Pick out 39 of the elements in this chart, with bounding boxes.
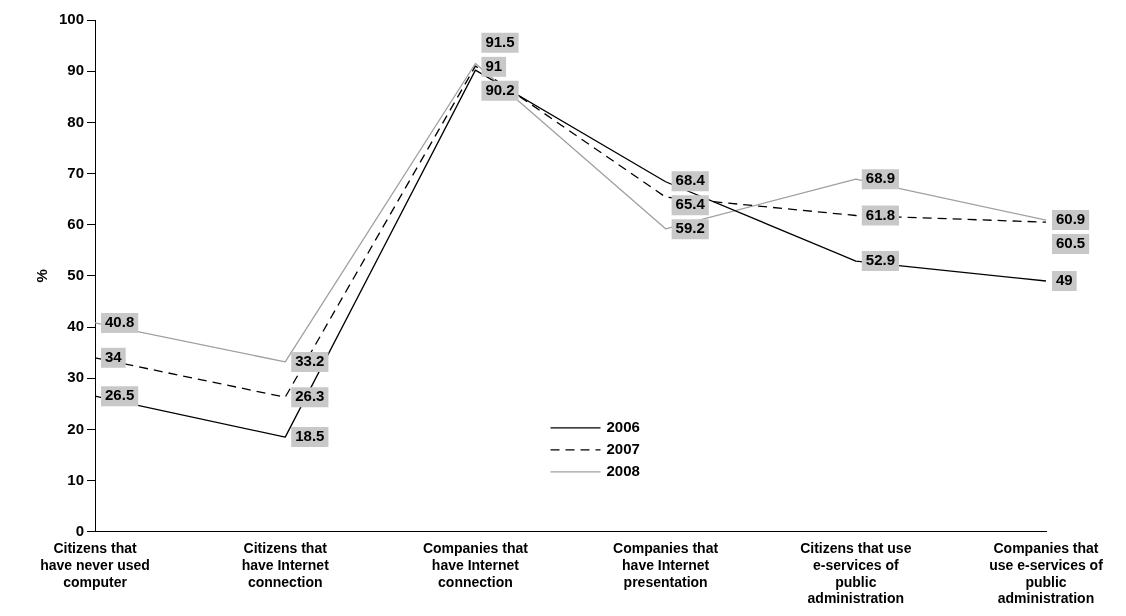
y-tick-label: 50	[67, 266, 85, 284]
data-label: 49	[1056, 271, 1073, 289]
data-label: 60.5	[1056, 234, 1086, 252]
y-tick-label: 60	[67, 214, 85, 232]
legend-label: 2007	[606, 439, 640, 457]
x-tick-label: Citizens that have never used computer	[40, 540, 150, 590]
y-tick-label: 70	[67, 163, 85, 181]
y-tick-label: 0	[75, 521, 85, 539]
y-tick-label: 40	[67, 317, 85, 335]
y-tick-label: 90	[67, 61, 85, 79]
y-tick-label: 30	[67, 368, 85, 386]
data-label: 26.5	[105, 386, 135, 404]
data-label: 18.5	[295, 427, 325, 445]
y-tick-label: 10	[67, 470, 85, 488]
data-label: 61.8	[865, 205, 895, 223]
legend-label: 2008	[606, 461, 640, 479]
data-label: 34	[105, 347, 123, 365]
legend-label: 2006	[606, 417, 640, 435]
y-axis-title: %	[33, 269, 51, 283]
data-label: 26.3	[295, 387, 325, 405]
data-label: 90.2	[485, 80, 515, 98]
x-tick-label: Companies that have Internet presentation	[613, 540, 719, 590]
x-tick-label: Citizens that use e-services of public administration	[800, 540, 912, 607]
y-tick-label: 80	[67, 112, 85, 130]
data-label: 52.9	[865, 251, 895, 269]
data-label: 91.5	[485, 32, 515, 50]
data-label: 33.2	[295, 352, 325, 370]
x-tick-label: Citizens that have Internet connection	[241, 540, 330, 590]
data-label: 68.9	[865, 169, 895, 187]
x-tick-label: Companies that use e-services of public administration	[989, 540, 1104, 607]
data-label: 68.4	[675, 171, 706, 189]
data-label: 65.4	[675, 195, 706, 213]
data-label: 40.8	[105, 313, 135, 331]
data-label: 91	[485, 56, 503, 74]
y-tick-label: 20	[67, 419, 85, 437]
data-label: 60.9	[1056, 210, 1086, 228]
data-label: 59.2	[675, 219, 705, 237]
y-tick-label: 100	[59, 10, 85, 28]
x-tick-label: Companies that have Internet connection	[422, 540, 529, 590]
